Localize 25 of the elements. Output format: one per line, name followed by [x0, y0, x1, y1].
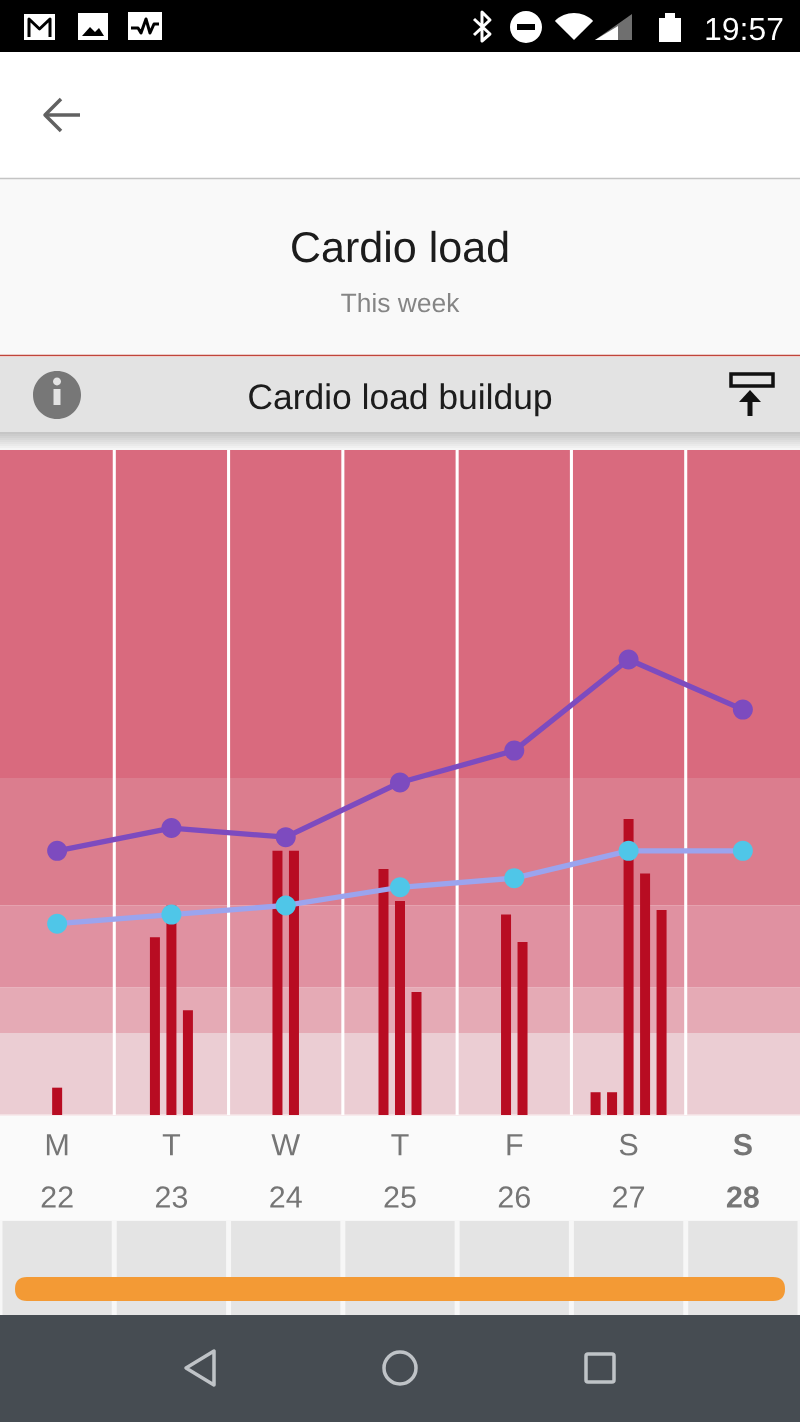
- text: Cardio load buildup: [249, 383, 552, 417]
- x-tick-label: M 22: [41, 1134, 73, 1208]
- chart-subtitle: This week: [341, 292, 460, 313]
- point: [390, 877, 410, 898]
- x-tick-label: S 27: [613, 1133, 645, 1208]
- point: [275, 895, 296, 916]
- x-tick-label: F 26: [498, 1134, 530, 1208]
- text: 19:57: [706, 17, 783, 41]
- point: [732, 840, 753, 861]
- point: [47, 913, 68, 934]
- point: [47, 840, 68, 861]
- point: [504, 868, 525, 889]
- point: [618, 649, 639, 670]
- point: [732, 699, 753, 720]
- x-tick-label: S 28: [726, 1133, 759, 1208]
- x-tick-label: T 25: [384, 1134, 416, 1208]
- x-tick-label: W 24: [270, 1134, 302, 1208]
- x-tick-label: T 23: [155, 1134, 188, 1208]
- chart-title: Cardio load: [292, 230, 508, 263]
- point: [275, 827, 296, 848]
- point: [504, 740, 525, 761]
- point: [618, 840, 639, 861]
- point: [161, 818, 182, 839]
- point: [161, 904, 182, 925]
- point: [390, 772, 410, 793]
